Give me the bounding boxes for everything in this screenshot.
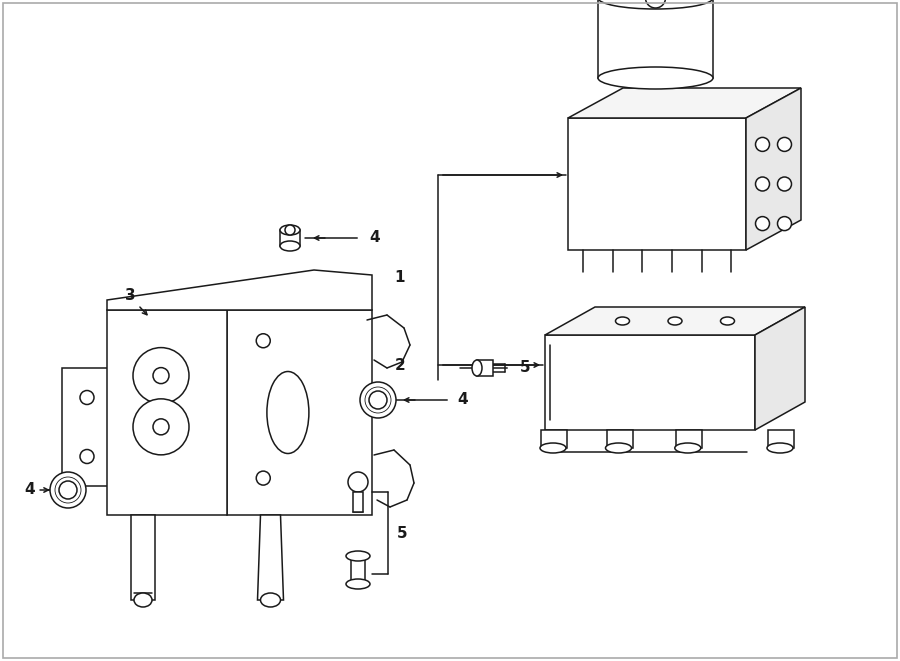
Circle shape bbox=[256, 334, 270, 348]
Text: 4: 4 bbox=[458, 393, 468, 407]
Ellipse shape bbox=[767, 443, 793, 453]
Text: 3: 3 bbox=[125, 288, 135, 303]
Bar bbox=[280, 230, 300, 246]
Bar bbox=[477, 360, 493, 376]
Circle shape bbox=[285, 225, 295, 235]
Circle shape bbox=[360, 382, 396, 418]
Text: 4: 4 bbox=[370, 231, 381, 245]
Ellipse shape bbox=[267, 371, 309, 453]
Circle shape bbox=[348, 472, 368, 492]
Circle shape bbox=[80, 449, 94, 463]
Circle shape bbox=[778, 217, 791, 231]
Circle shape bbox=[256, 471, 270, 485]
Ellipse shape bbox=[675, 443, 701, 453]
Circle shape bbox=[755, 217, 770, 231]
Polygon shape bbox=[227, 310, 372, 515]
Polygon shape bbox=[746, 88, 801, 250]
Ellipse shape bbox=[606, 443, 632, 453]
Ellipse shape bbox=[472, 360, 482, 376]
Ellipse shape bbox=[346, 579, 370, 589]
Polygon shape bbox=[107, 270, 372, 310]
Circle shape bbox=[80, 391, 94, 405]
Ellipse shape bbox=[540, 443, 566, 453]
Polygon shape bbox=[257, 515, 284, 600]
Ellipse shape bbox=[280, 241, 300, 251]
Ellipse shape bbox=[616, 317, 629, 325]
Circle shape bbox=[153, 368, 169, 383]
Circle shape bbox=[133, 348, 189, 404]
Polygon shape bbox=[568, 88, 801, 118]
Polygon shape bbox=[545, 307, 805, 335]
Polygon shape bbox=[131, 515, 155, 600]
Circle shape bbox=[133, 399, 189, 455]
Ellipse shape bbox=[280, 225, 300, 235]
Bar bbox=[598, 0, 713, 78]
Text: 1: 1 bbox=[395, 270, 405, 286]
Bar bbox=[353, 492, 363, 512]
Polygon shape bbox=[568, 118, 746, 250]
Ellipse shape bbox=[346, 551, 370, 561]
Circle shape bbox=[153, 419, 169, 435]
Circle shape bbox=[755, 137, 770, 151]
Bar bbox=[607, 430, 633, 448]
Circle shape bbox=[50, 472, 86, 508]
Bar bbox=[541, 430, 567, 448]
Polygon shape bbox=[755, 307, 805, 430]
Polygon shape bbox=[545, 335, 755, 430]
Text: 4: 4 bbox=[24, 483, 35, 498]
Ellipse shape bbox=[598, 67, 713, 89]
Ellipse shape bbox=[668, 317, 682, 325]
Circle shape bbox=[778, 177, 791, 191]
Circle shape bbox=[778, 137, 791, 151]
Bar bbox=[351, 556, 365, 584]
Polygon shape bbox=[107, 310, 227, 515]
Ellipse shape bbox=[134, 593, 152, 607]
Bar bbox=[676, 430, 702, 448]
Text: 5: 5 bbox=[397, 525, 408, 541]
Ellipse shape bbox=[721, 317, 734, 325]
Polygon shape bbox=[62, 368, 112, 486]
Bar bbox=[768, 430, 794, 448]
Text: 5: 5 bbox=[519, 360, 530, 375]
Text: 2: 2 bbox=[394, 358, 405, 373]
Circle shape bbox=[369, 391, 387, 409]
Circle shape bbox=[645, 0, 665, 8]
Ellipse shape bbox=[598, 0, 713, 9]
Ellipse shape bbox=[260, 593, 281, 607]
Circle shape bbox=[755, 177, 770, 191]
Circle shape bbox=[59, 481, 77, 499]
